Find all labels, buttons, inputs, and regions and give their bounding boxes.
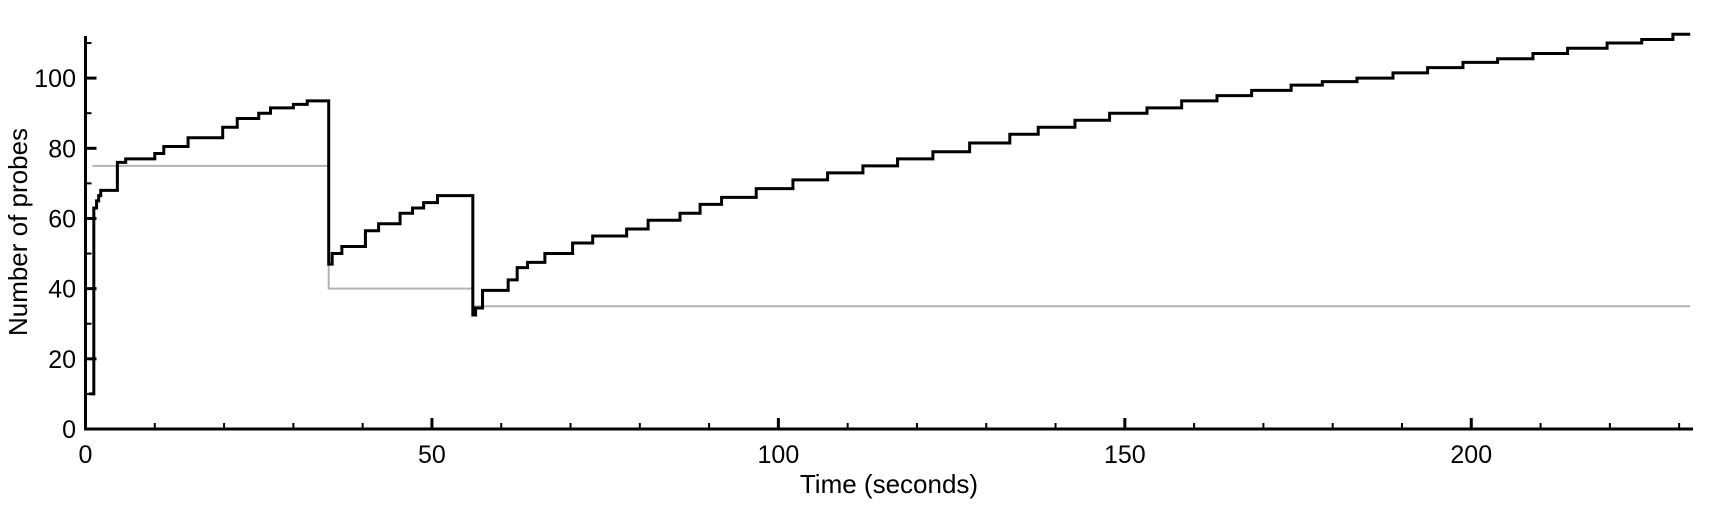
- number-of-probes-line: [88, 32, 1691, 396]
- x-tick-label: 200: [1450, 441, 1492, 469]
- tick-labels-layer: 0 50 100 150 200 0 20 40 60 80 100: [34, 65, 1492, 469]
- x-tick-label: 150: [1104, 441, 1146, 469]
- x-tick-label: 0: [79, 441, 93, 469]
- y-axis-title: Number of probes: [3, 128, 33, 336]
- series-layer: [88, 32, 1691, 396]
- y-tick-label: 60: [48, 205, 76, 233]
- y-tick-label: 100: [34, 65, 76, 93]
- axes-layer: [84, 36, 1693, 431]
- y-tick-label: 40: [48, 276, 76, 304]
- y-tick-label: 0: [62, 416, 76, 444]
- x-axis-title: Time (seconds): [800, 469, 978, 499]
- timeout-reference-level-line: [92, 164, 1691, 308]
- y-tick-label: 80: [48, 135, 76, 163]
- x-tick-label: 50: [418, 441, 446, 469]
- y-tick-label: 20: [48, 346, 76, 374]
- x-tick-label: 100: [758, 441, 800, 469]
